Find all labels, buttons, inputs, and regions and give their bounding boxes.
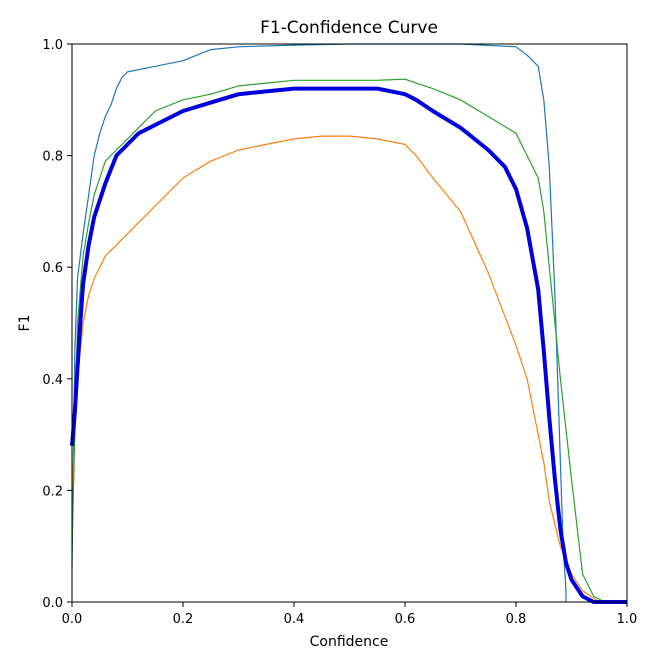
x-tick-label: 1.0 <box>617 612 638 627</box>
y-tick-label: 0.6 <box>42 261 63 276</box>
plot-frame <box>71 43 628 603</box>
series-line-2 <box>71 135 600 603</box>
y-tick-label: 1.0 <box>42 38 63 53</box>
y-tick-label: 0.2 <box>42 484 63 499</box>
x-tick-label: 0.4 <box>284 612 305 627</box>
series-line-3 <box>71 78 606 603</box>
y-axis-ticks: 0.0 0.2 0.4 0.6 0.8 1.0 <box>42 38 72 611</box>
x-tick-label: 0.8 <box>506 612 527 627</box>
plot-area <box>70 43 627 604</box>
x-axis-label: Confidence <box>310 634 389 650</box>
y-tick-label: 0.4 <box>42 373 63 388</box>
x-tick-label: 0.2 <box>173 612 194 627</box>
x-tick-label: 0.6 <box>395 612 416 627</box>
x-tick-label: 0.0 <box>62 612 83 627</box>
series-line-1 <box>71 43 567 602</box>
y-tick-label: 0.0 <box>42 596 63 611</box>
x-axis-ticks: 0.0 0.2 0.4 0.6 0.8 1.0 <box>62 602 638 627</box>
chart-title: F1-Confidence Curve <box>260 18 438 38</box>
y-tick-label: 0.8 <box>42 150 63 165</box>
y-axis-label: F1 <box>17 315 33 332</box>
series-line-4 <box>70 86 627 604</box>
